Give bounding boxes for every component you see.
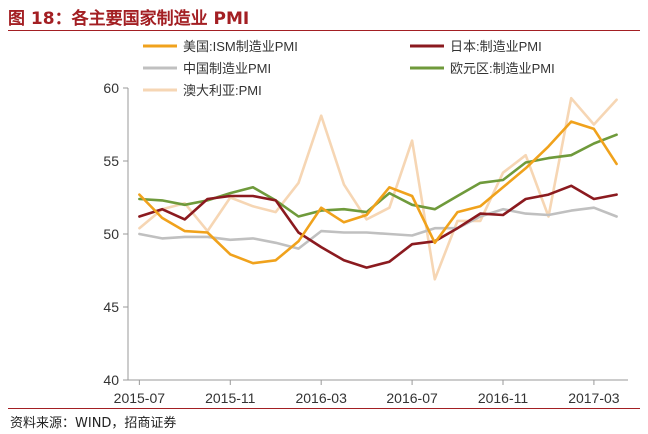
y-tick-label: 55 <box>103 153 119 169</box>
series-line <box>138 120 618 265</box>
y-tick-label: 60 <box>103 80 119 96</box>
x-tick-label: 2015-11 <box>205 390 256 406</box>
y-tick-label: 50 <box>103 226 119 242</box>
y-tick-label: 45 <box>103 299 119 315</box>
series-line <box>138 184 618 269</box>
x-tick-label: 2016-03 <box>295 390 347 406</box>
chart-title: 图 18：各主要国家制造业 PMI <box>8 9 250 29</box>
x-tick-label: 2017-03 <box>568 390 620 406</box>
x-tick-label: 2015-07 <box>114 390 166 406</box>
legend-label: 欧元区:制造业PMI <box>450 61 555 76</box>
y-tick-label: 40 <box>103 372 119 388</box>
x-tick-label: 2016-07 <box>386 390 438 406</box>
series-line <box>138 206 618 250</box>
legend-label: 澳大利亚:PMI <box>183 83 262 98</box>
legend-label: 日本:制造业PMI <box>450 39 542 54</box>
legend-label: 中国制造业PMI <box>183 61 271 76</box>
title-divider <box>8 30 640 31</box>
x-tick-label: 2016-11 <box>478 390 529 406</box>
source-divider <box>8 408 640 409</box>
series-line <box>138 96 618 281</box>
legend-label: 美国:ISM制造业PMI <box>183 39 298 54</box>
source-note: 资料来源：WIND，招商证券 <box>10 416 177 431</box>
